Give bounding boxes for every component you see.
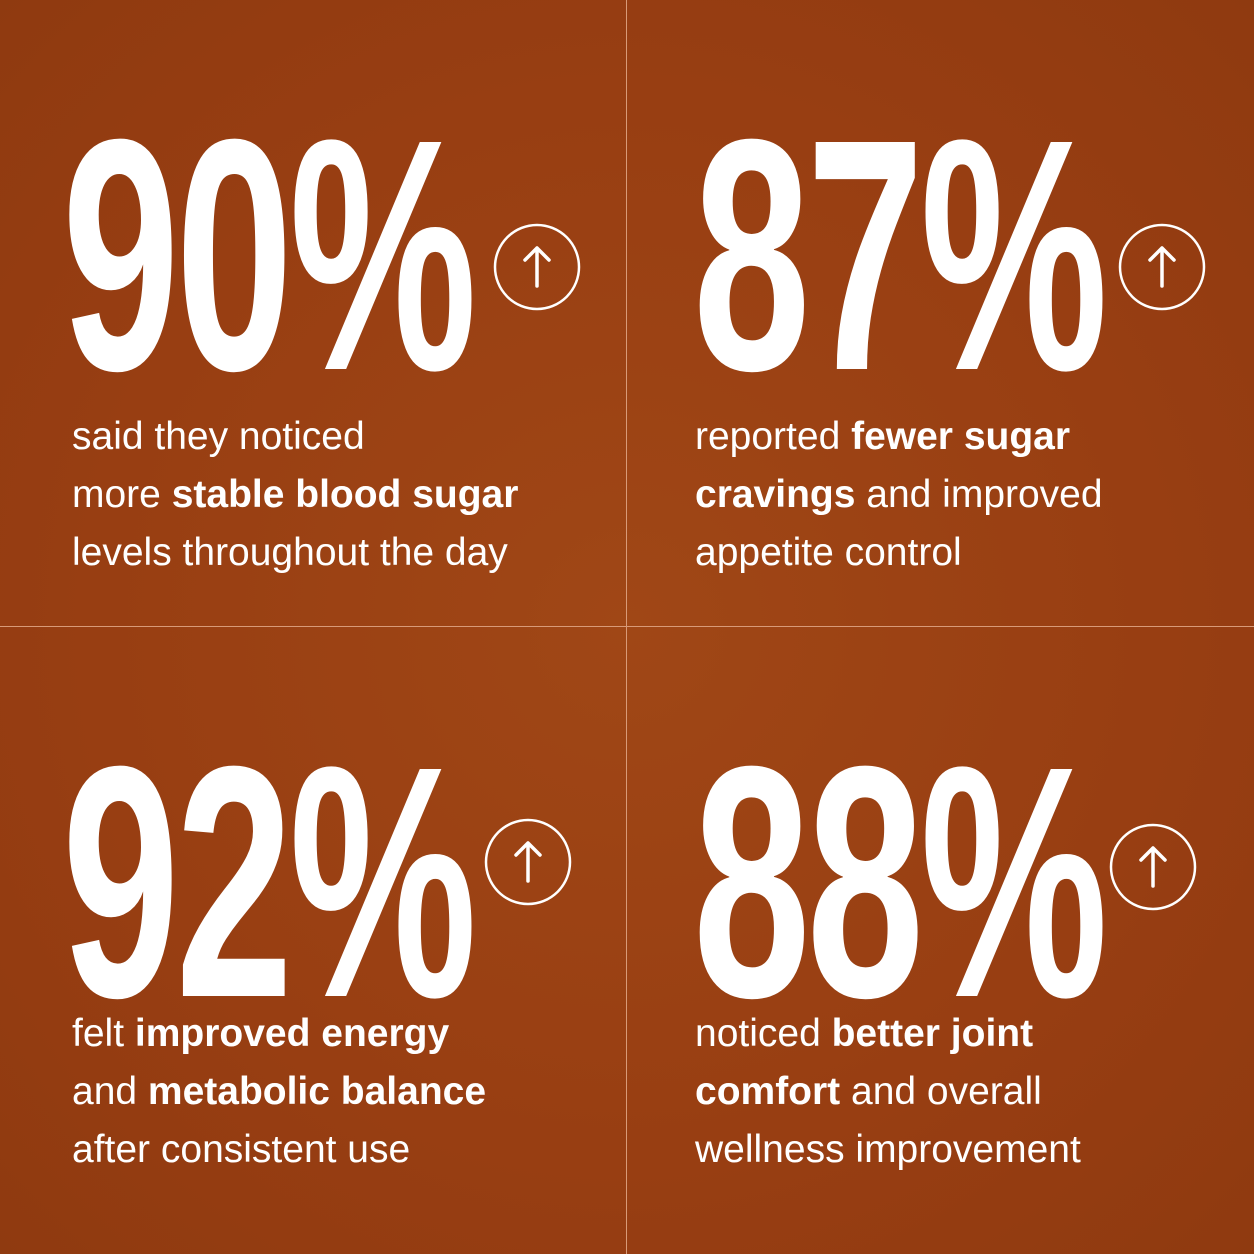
arrow-circle <box>1118 223 1206 311</box>
highlight-text: metabolic balance <box>147 1070 487 1113</box>
highlight-text: comfort <box>695 1070 841 1113</box>
body-text: more <box>72 473 172 516</box>
description-line: cravings and improved <box>695 466 1103 524</box>
body-text: said they noticed <box>72 415 365 458</box>
body-text: and <box>72 1070 148 1113</box>
stat-description: felt improved energy and metabolic balanc… <box>72 1005 486 1179</box>
highlight-text: stable blood sugar <box>171 473 519 516</box>
highlight-text: fewer sugar <box>851 415 1071 458</box>
stat-card: 88% noticed better joint comfort and overa… <box>627 627 1254 1254</box>
description-line: after consistent use <box>72 1121 486 1179</box>
arrow-circle <box>484 818 572 906</box>
up-arrow-icon <box>1117 222 1207 312</box>
stat-card: 87% reported fewer sugar cravings and impr… <box>627 0 1254 627</box>
stat-value: 87% <box>693 70 1108 439</box>
description-line: said they noticed <box>72 408 518 466</box>
description-line: more stable blood sugar <box>72 466 518 524</box>
body-text: felt <box>72 1012 135 1055</box>
stat-card: 92% felt improved energy and metabolic bal… <box>0 627 627 1254</box>
arrow-circle <box>493 223 581 311</box>
stat-description: reported fewer sugar cravings and improve… <box>695 408 1103 582</box>
stat-card: 90% said they noticed more stable blood su… <box>0 0 627 627</box>
highlight-text: improved energy <box>134 1012 450 1055</box>
description-line: and metabolic balance <box>72 1063 486 1121</box>
body-text: appetite control <box>695 531 962 574</box>
body-text: after consistent use <box>72 1128 411 1171</box>
up-arrow-icon <box>492 222 582 312</box>
body-text: and improved <box>855 473 1103 516</box>
body-text: noticed <box>695 1012 832 1055</box>
description-line: noticed better joint <box>695 1005 1081 1063</box>
description-line: comfort and overall <box>695 1063 1081 1121</box>
up-arrow-icon <box>483 817 573 907</box>
arrow-circle <box>1109 823 1197 911</box>
body-text: wellness improvement <box>695 1128 1081 1171</box>
stat-value: 90% <box>62 70 477 439</box>
up-arrow-icon <box>1108 822 1198 912</box>
description-line: reported fewer sugar <box>695 408 1103 466</box>
stat-value: 92% <box>62 697 477 1066</box>
highlight-text: better joint <box>831 1012 1034 1055</box>
stat-value: 88% <box>693 697 1108 1066</box>
stat-description: noticed better joint comfort and overall w… <box>695 1005 1081 1179</box>
description-line: wellness improvement <box>695 1121 1081 1179</box>
description-line: felt improved energy <box>72 1005 486 1063</box>
description-line: appetite control <box>695 524 1103 582</box>
highlight-text: cravings <box>695 473 856 516</box>
body-text: and overall <box>840 1070 1042 1113</box>
body-text: levels throughout the day <box>72 531 508 574</box>
description-line: levels throughout the day <box>72 524 518 582</box>
body-text: reported <box>695 415 852 458</box>
stat-description: said they noticed more stable blood sugar… <box>72 408 518 582</box>
